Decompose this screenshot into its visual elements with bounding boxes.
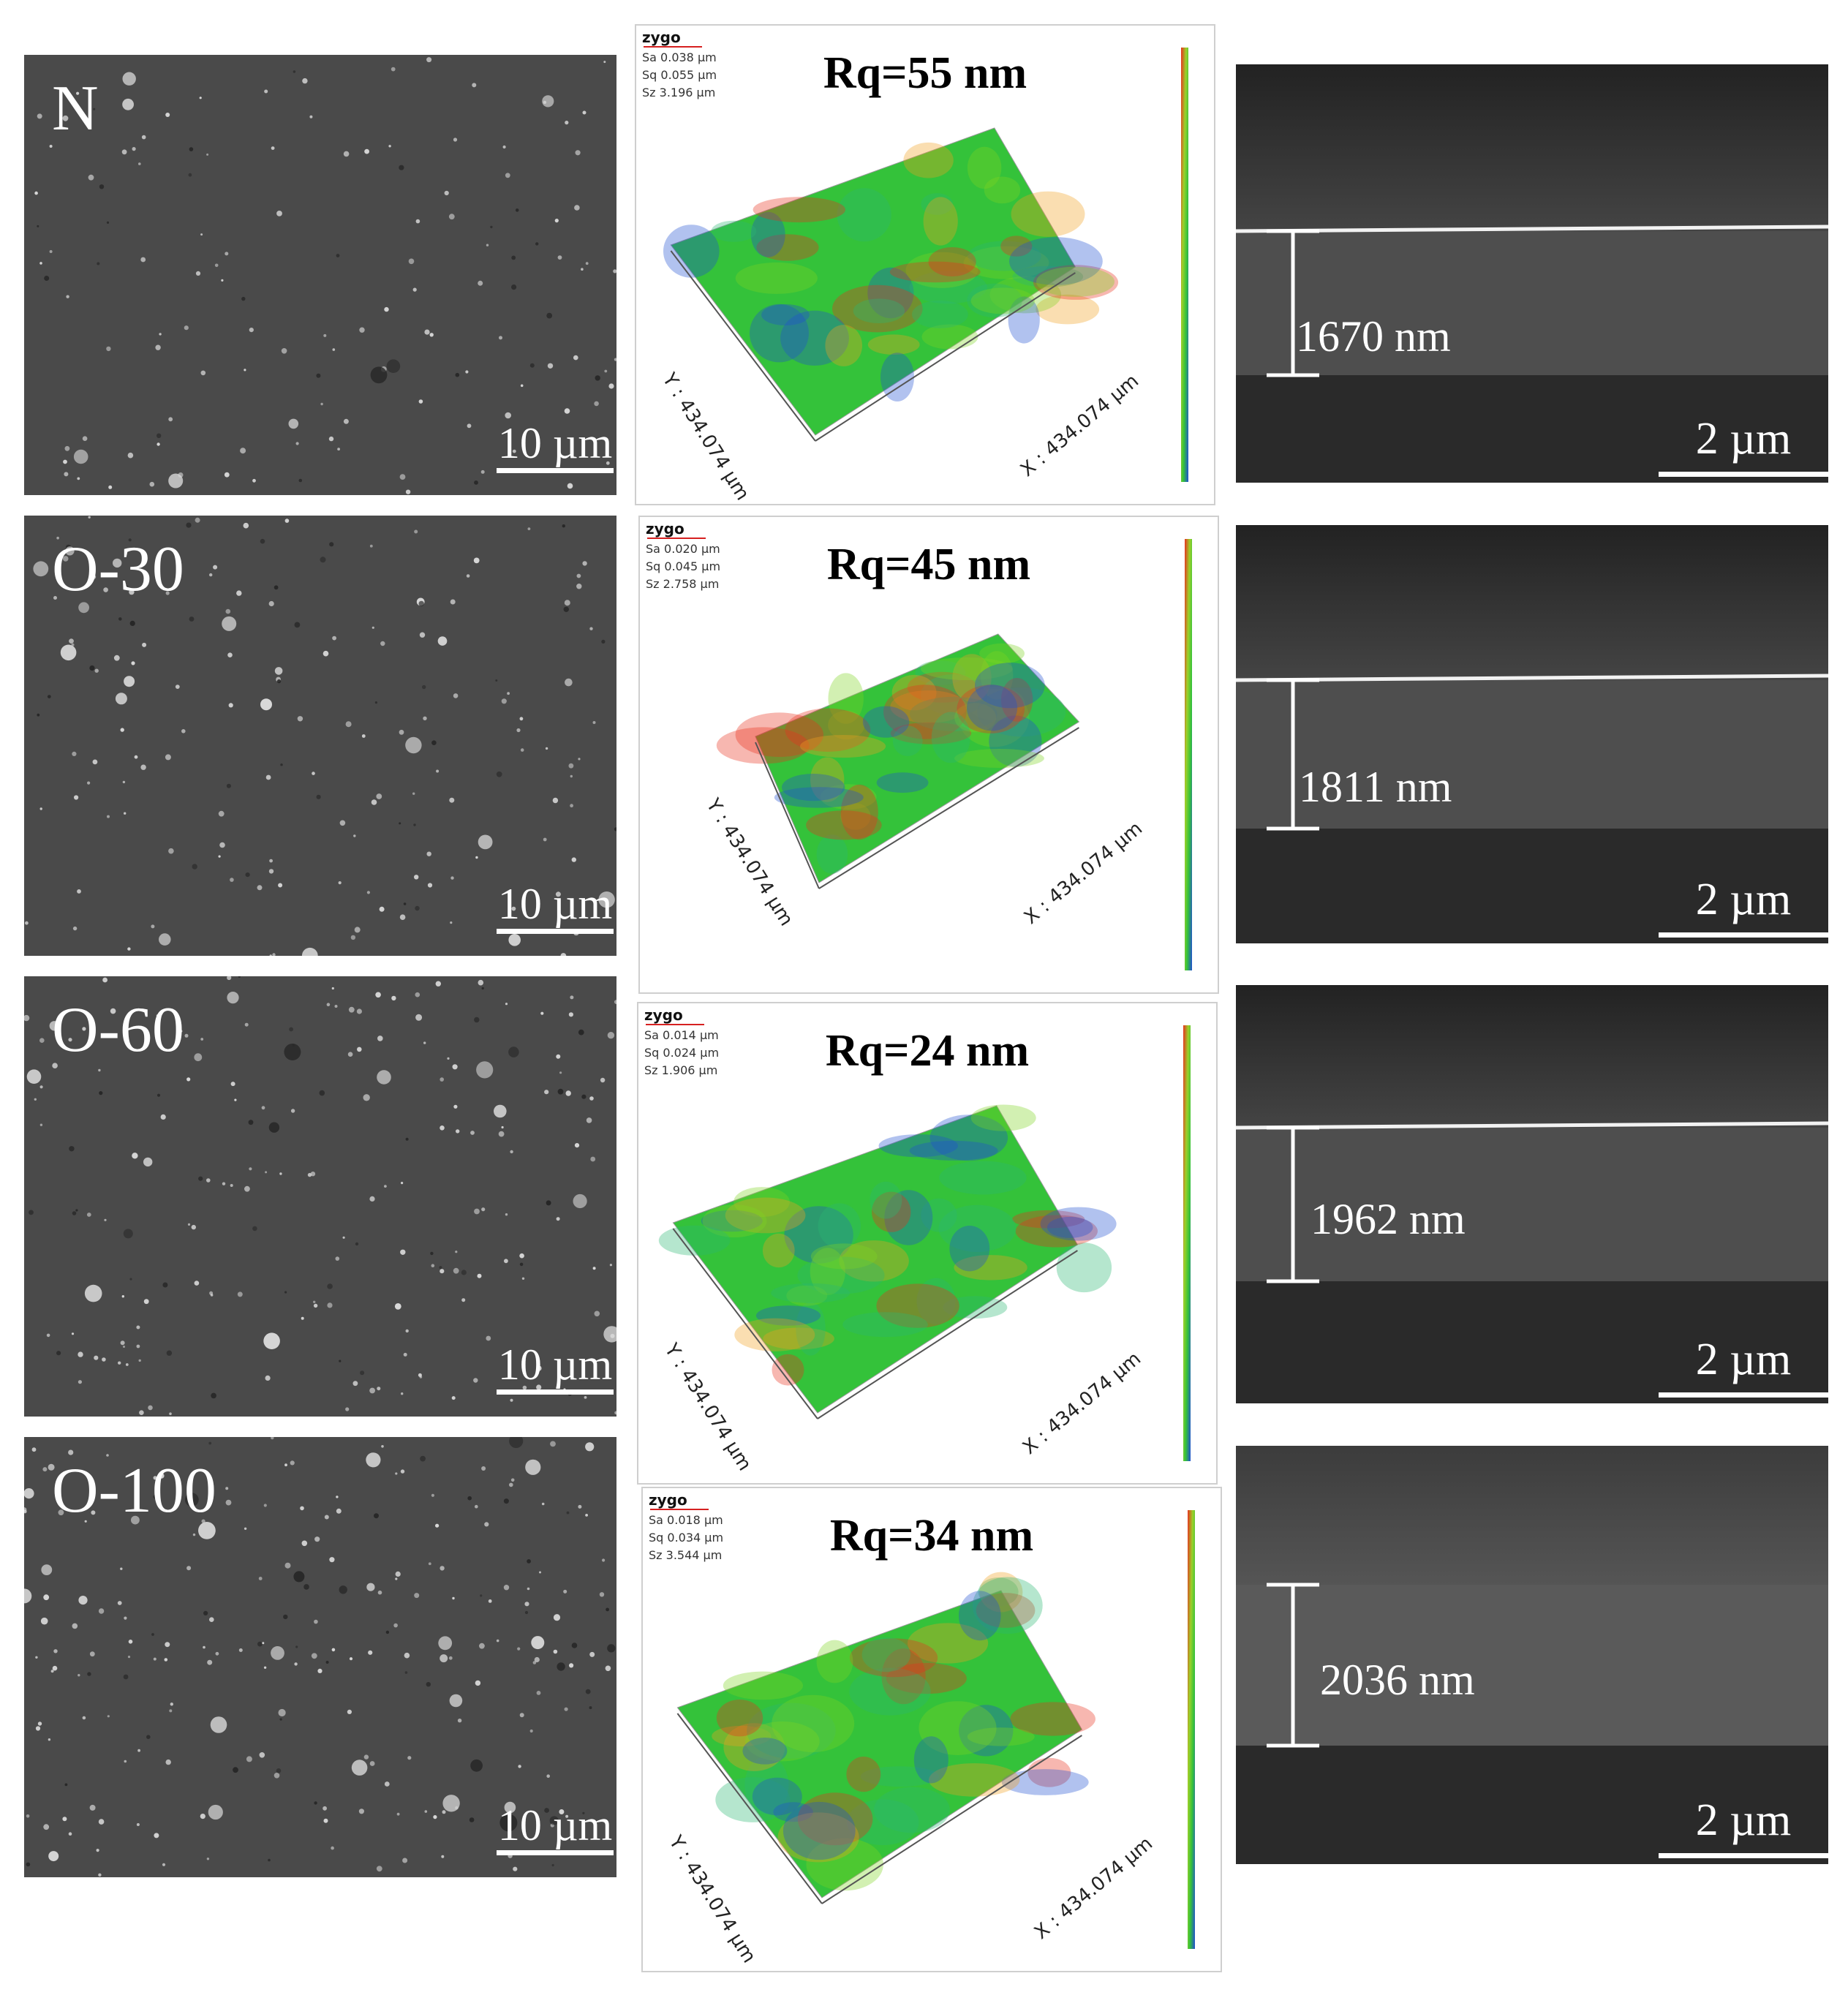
scale-bar-line <box>1659 1392 1828 1398</box>
sem-texture <box>24 1437 616 1877</box>
scale-bar-line <box>497 1389 614 1395</box>
cross-section-image: 2036 nm 2 µm <box>1236 1446 1828 1864</box>
scale-bar: 2 µm <box>1659 1337 1828 1398</box>
sa-value: Sa 0.014 µm <box>644 1028 719 1042</box>
surface-3d-map <box>647 538 1192 970</box>
zygo-3d-profile: zygo Sa 0.020 µm Sq 0.045 µm Sz 2.758 µm… <box>638 516 1219 994</box>
cross-section-texture <box>1236 64 1828 483</box>
zygo-3d-profile: zygo Sa 0.038 µm Sq 0.055 µm Sz 3.196 µm… <box>635 24 1215 505</box>
cross-section-image: 1811 nm 2 µm <box>1236 525 1828 943</box>
scale-bar-line <box>1659 932 1828 938</box>
sa-value: Sa 0.018 µm <box>649 1513 723 1527</box>
sq-value: Sq 0.045 µm <box>646 559 721 573</box>
scale-bar-label: 10 µm <box>497 880 613 928</box>
scale-bar-line <box>497 1850 614 1855</box>
scale-bar-label: 10 µm <box>497 1801 613 1849</box>
row-O-30: O-30 10 µm zygo Sa 0.020 µm Sq 0.045 µm … <box>0 0 1848 994</box>
scale-bar-label: 2 µm <box>1695 414 1792 464</box>
roughness-stats: Sa 0.020 µm Sq 0.045 µm Sz 2.758 µm <box>646 540 720 593</box>
sem-texture <box>24 976 616 1417</box>
scale-bar: 10 µm <box>497 1803 614 1855</box>
zygo-logo: zygo <box>642 29 681 46</box>
sq-value: Sq 0.034 µm <box>649 1531 724 1545</box>
scale-bar-label: 10 µm <box>497 1340 613 1389</box>
roughness-stats: Sa 0.038 µm Sq 0.055 µm Sz 3.196 µm <box>642 49 717 102</box>
sa-value: Sa 0.020 µm <box>646 542 720 556</box>
thickness-label: 1962 nm <box>1310 1195 1466 1243</box>
zygo-3d-profile: zygo Sa 0.018 µm Sq 0.034 µm Sz 3.544 µm… <box>641 1487 1222 1972</box>
sq-value: Sq 0.024 µm <box>644 1046 720 1060</box>
sem-surface-image: O-60 10 µm <box>24 976 616 1417</box>
cross-section-texture <box>1236 1446 1828 1864</box>
scale-bar-line <box>1659 472 1828 477</box>
sa-value: Sa 0.038 µm <box>642 50 717 64</box>
scale-bar: 2 µm <box>1659 416 1828 477</box>
sample-label: O-60 <box>52 995 184 1066</box>
scale-bar: 2 µm <box>1659 1798 1828 1858</box>
rq-value: Rq=45 nm <box>826 540 1031 589</box>
scale-bar-label: 10 µm <box>497 419 613 467</box>
scale-bar: 2 µm <box>1659 877 1828 938</box>
sem-surface-image: O-30 10 µm <box>24 516 616 956</box>
surface-3d-map <box>650 1509 1195 1949</box>
roughness-stats: Sa 0.014 µm Sq 0.024 µm Sz 1.906 µm <box>644 1027 719 1079</box>
sz-value: Sz 2.758 µm <box>646 577 720 591</box>
thickness-label: 1670 nm <box>1296 312 1451 361</box>
sq-value: Sq 0.055 µm <box>642 68 717 82</box>
sz-value: Sz 1.906 µm <box>644 1063 718 1077</box>
sem-texture <box>24 55 616 495</box>
cross-section-texture <box>1236 525 1828 943</box>
scale-bar: 10 µm <box>497 421 614 473</box>
sz-value: Sz 3.544 µm <box>649 1548 723 1562</box>
sample-label: O-30 <box>52 534 184 605</box>
sample-label: O-100 <box>52 1455 216 1526</box>
rq-value: Rq=24 nm <box>825 1026 1030 1076</box>
scale-bar-line <box>497 468 614 473</box>
cross-section-image: 1670 nm 2 µm <box>1236 64 1828 483</box>
row-O-60: O-60 10 µm zygo Sa 0.014 µm Sq 0.024 µm … <box>24 976 1828 1485</box>
sem-surface-image: N 10 µm <box>24 55 616 495</box>
zygo-logo: zygo <box>646 520 684 538</box>
cross-section-image: 1962 nm 2 µm <box>1236 985 1828 1403</box>
scale-bar-label: 2 µm <box>1695 1795 1792 1845</box>
scale-bar-label: 2 µm <box>1695 1335 1792 1384</box>
sample-label: N <box>52 73 99 144</box>
rq-value: Rq=55 nm <box>823 48 1027 98</box>
row-N: N 10 µm zygo Sa 0.038 µm Sq 0.055 µm Sz … <box>0 0 1848 505</box>
roughness-stats: Sa 0.018 µm Sq 0.034 µm Sz 3.544 µm <box>649 1512 723 1564</box>
surface-3d-map <box>646 1024 1191 1461</box>
rq-value: Rq=34 nm <box>829 1511 1034 1561</box>
scale-bar-line <box>1659 1853 1828 1858</box>
thickness-label: 2036 nm <box>1320 1656 1475 1704</box>
scale-bar-label: 2 µm <box>1695 875 1792 924</box>
sem-surface-image: O-100 10 µm <box>24 1437 616 1877</box>
thickness-label: 1811 nm <box>1299 763 1452 811</box>
cross-section-texture <box>1236 985 1828 1403</box>
scale-bar: 10 µm <box>497 882 614 934</box>
sz-value: Sz 3.196 µm <box>642 86 716 99</box>
scale-bar: 10 µm <box>497 1343 614 1395</box>
surface-3d-map <box>644 46 1188 482</box>
zygo-3d-profile: zygo Sa 0.014 µm Sq 0.024 µm Sz 1.906 µm… <box>637 1002 1218 1485</box>
scale-bar-line <box>497 929 614 934</box>
zygo-logo: zygo <box>649 1491 687 1509</box>
sem-texture <box>24 516 616 956</box>
zygo-logo: zygo <box>644 1006 683 1024</box>
